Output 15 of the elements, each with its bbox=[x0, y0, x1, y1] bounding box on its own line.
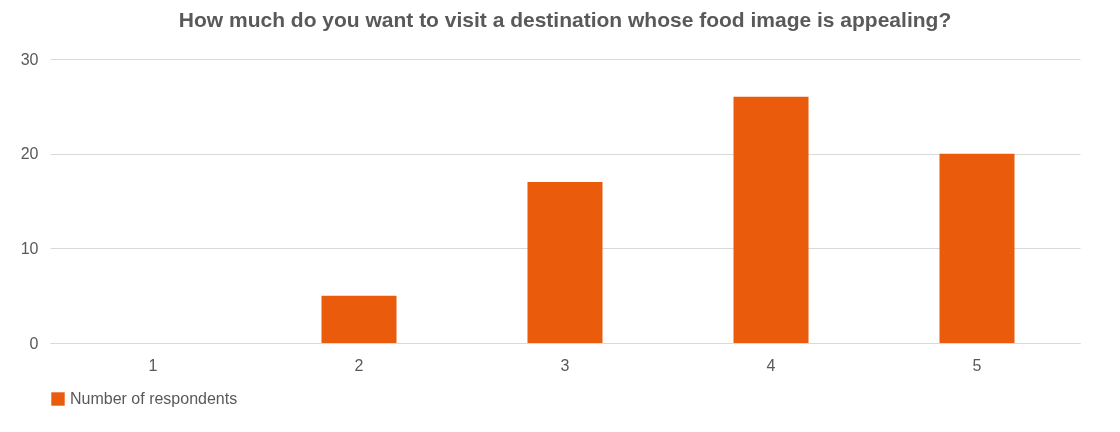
x-tick-label: 3 bbox=[560, 356, 570, 374]
x-tick-label: 1 bbox=[148, 356, 158, 374]
x-tick-label: 5 bbox=[972, 356, 982, 374]
bar bbox=[939, 153, 1015, 343]
bar bbox=[733, 96, 809, 343]
y-tick-label: 0 bbox=[29, 334, 39, 352]
y-tick-label: 10 bbox=[20, 239, 39, 257]
bar bbox=[321, 295, 397, 343]
y-tick-label: 30 bbox=[20, 50, 39, 68]
bar bbox=[527, 182, 603, 343]
y-tick-label: 20 bbox=[20, 145, 39, 163]
x-tick-label: 2 bbox=[354, 356, 364, 374]
x-tick-label: 4 bbox=[766, 356, 776, 374]
legend-label: Number of respondents bbox=[70, 390, 238, 407]
chart-title: How much do you want to visit a destination whose food image is appealing? bbox=[178, 8, 952, 31]
